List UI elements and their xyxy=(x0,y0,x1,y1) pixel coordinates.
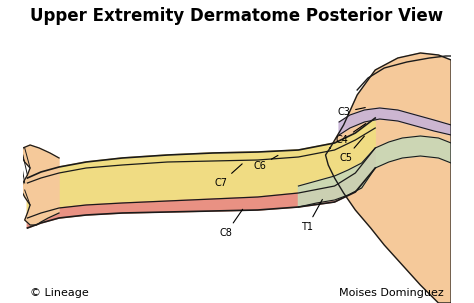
Polygon shape xyxy=(299,136,451,207)
Text: C5: C5 xyxy=(339,136,365,163)
Polygon shape xyxy=(27,118,375,228)
Text: Moises Dominguez: Moises Dominguez xyxy=(339,288,444,298)
Text: © Lineage: © Lineage xyxy=(30,288,89,298)
Polygon shape xyxy=(27,128,375,218)
Polygon shape xyxy=(326,53,451,303)
Polygon shape xyxy=(27,148,375,228)
Polygon shape xyxy=(21,145,59,225)
Text: C4: C4 xyxy=(336,124,366,145)
Text: C3: C3 xyxy=(337,107,365,117)
Polygon shape xyxy=(339,108,451,135)
Text: C6: C6 xyxy=(253,155,278,171)
Text: C8: C8 xyxy=(220,209,243,238)
Polygon shape xyxy=(27,118,375,183)
Text: C7: C7 xyxy=(214,164,242,188)
Text: Upper Extremity Dermatome Posterior View: Upper Extremity Dermatome Posterior View xyxy=(30,7,444,25)
Text: T1: T1 xyxy=(301,199,322,232)
